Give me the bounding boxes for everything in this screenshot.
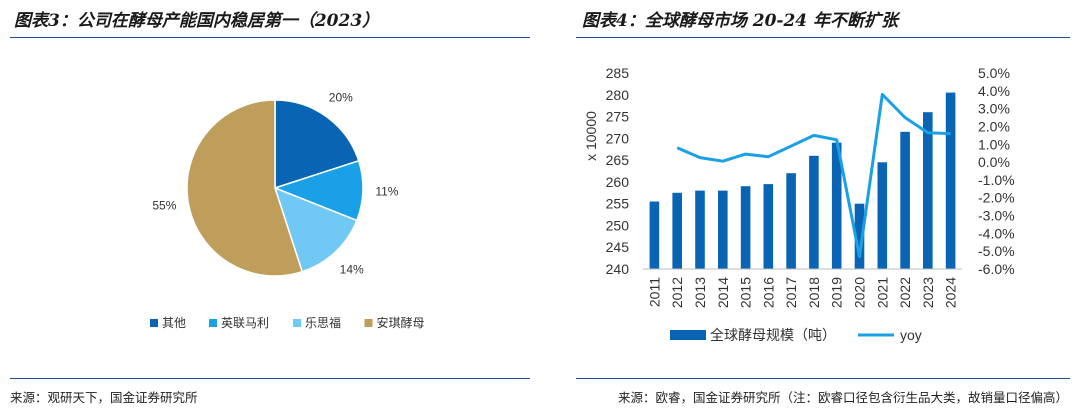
bar-2011 <box>649 201 660 269</box>
x-tick-2021: 2021 <box>874 277 890 308</box>
combo-chart: 240 245 250 255 260 265 270 275 280 285 x 10000 -6.… <box>583 65 1015 344</box>
x-tick-2011: 2011 <box>646 277 662 307</box>
left-axis-label: x 10000 <box>583 111 599 161</box>
right-figure-title: 图表4：全球酵母市场 20-24 年不断扩张 <box>582 11 899 31</box>
right-axis-tick-0: -6.0% <box>978 261 1015 277</box>
pie-legend-label-0: 其他 <box>162 316 186 330</box>
left-title-rule <box>10 37 530 38</box>
left-axis-tick-4: 260 <box>606 174 630 190</box>
left-axis-tick-0: 240 <box>606 261 630 277</box>
bar-2024 <box>945 92 956 269</box>
left-axis-tick-9: 285 <box>606 65 630 81</box>
x-tick-2020: 2020 <box>852 277 868 308</box>
bar-2012 <box>672 192 682 269</box>
right-axis-tick-4: -2.0% <box>978 190 1015 206</box>
bar-2020 <box>854 203 865 269</box>
bar-2015 <box>740 186 751 269</box>
legend-label-bar: 全球酵母规模（吨） <box>710 327 836 344</box>
bar-2016 <box>763 184 774 269</box>
pie-legend-label-2: 乐思福 <box>305 315 341 330</box>
left-axis-tick-7: 275 <box>606 109 630 125</box>
x-tick-2012: 2012 <box>669 277 685 308</box>
pie-legend-label-1: 英联马利 <box>221 316 269 330</box>
x-tick-2023: 2023 <box>920 277 936 308</box>
right-source-note: 来源：欧睿，国金证券研究所（注：欧睿口径包含衍生品大类，故销量口径偏高） <box>617 390 1068 405</box>
pie-legend-swatch-3 <box>364 319 373 327</box>
right-axis-tick-8: 2.0% <box>978 119 1010 135</box>
pie-legend-swatch-2 <box>293 319 301 327</box>
bar-2013 <box>695 190 705 269</box>
pie-value-label-0: 20% <box>329 90 353 104</box>
left-axis-tick-8: 280 <box>606 87 630 103</box>
bar-2018 <box>809 155 819 269</box>
bar-2019 <box>831 142 842 269</box>
left-axis-tick-2: 250 <box>606 217 630 233</box>
left-axis-tick-5: 265 <box>606 152 630 168</box>
right-axis-tick-10: 4.0% <box>978 83 1010 99</box>
right-axis-tick-1: -5.0% <box>978 243 1015 259</box>
left-axis-tick-6: 270 <box>606 130 630 146</box>
left-figure-title: 图表3：公司在酵母产能国内稳居第一（2023） <box>14 11 380 31</box>
pie-slice-3 <box>186 99 304 277</box>
right-title-rule <box>576 37 1070 38</box>
right-axis-tick-2: -4.0% <box>978 225 1015 241</box>
x-tick-2015: 2015 <box>738 277 754 308</box>
right-footer-rule <box>576 378 1070 379</box>
right-axis-tick-9: 3.0% <box>978 101 1010 117</box>
bar-2023 <box>923 112 933 269</box>
x-tick-2014: 2014 <box>715 277 731 308</box>
pie-legend-label-3: 安琪酵母 <box>377 315 425 330</box>
x-tick-2022: 2022 <box>897 277 913 308</box>
pie-legend-swatch-0 <box>150 319 158 327</box>
right-axis-tick-3: -3.0% <box>978 208 1015 224</box>
x-tick-2013: 2013 <box>692 277 708 308</box>
right-axis-tick-5: -1.0% <box>978 172 1015 188</box>
bar-2014 <box>718 190 728 269</box>
bar-2021 <box>877 162 888 269</box>
bar-2017 <box>786 173 796 269</box>
yoy-line <box>676 92 951 258</box>
x-tick-2017: 2017 <box>783 277 799 308</box>
x-tick-2018: 2018 <box>806 277 822 308</box>
x-tick-2019: 2019 <box>829 277 845 308</box>
pie-legend-swatch-1 <box>209 319 217 327</box>
right-axis-tick-11: 5.0% <box>978 65 1010 81</box>
right-axis-tick-7: 1.0% <box>978 136 1010 152</box>
right-axis-tick-6: 0.0% <box>978 154 1010 170</box>
left-axis-tick-1: 245 <box>606 239 630 255</box>
pie-slice-0 <box>274 99 360 190</box>
left-axis-tick-3: 255 <box>606 196 630 212</box>
pie-value-label-1: 11% <box>375 185 398 199</box>
x-tick-2016: 2016 <box>760 277 776 308</box>
legend-swatch-bar <box>670 330 706 340</box>
left-source-note: 来源：观研天下，国金证券研究所 <box>10 390 198 405</box>
pie-chart: 20% 11% 14% 55% 其他 英联马利 乐思福 安琪酵母 <box>150 90 425 330</box>
x-tick-2024: 2024 <box>943 277 959 308</box>
legend-label-line: yoy <box>900 327 922 343</box>
pie-value-label-3: 55% <box>152 199 176 213</box>
pie-value-label-2: 14% <box>340 263 364 277</box>
left-footer-rule <box>10 378 530 379</box>
bar-2022 <box>900 131 910 269</box>
